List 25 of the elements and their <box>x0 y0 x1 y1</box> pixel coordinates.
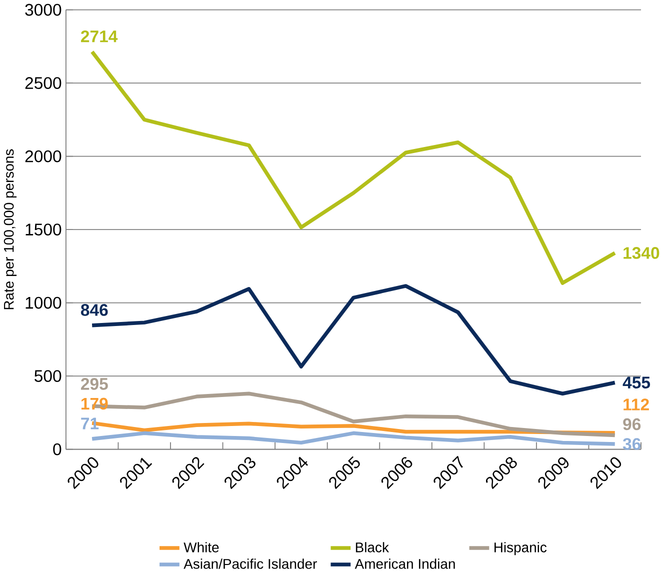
legend-label: Black <box>356 542 389 552</box>
line-series <box>90 50 617 285</box>
data-label: 112 <box>624 398 649 410</box>
y-tick-label: 2500 <box>25 77 62 89</box>
y-tick-label: 1500 <box>26 224 62 236</box>
y-tick-label: 2000 <box>25 150 62 162</box>
legend-label: American Indian <box>354 558 455 569</box>
y-tick-label: 1000 <box>26 296 62 309</box>
legend-label: Asian/Pacific Islander <box>184 558 317 569</box>
data-label: 846 <box>80 304 108 316</box>
data-label: 96 <box>623 418 641 430</box>
legend-label: Hispanic <box>494 542 547 556</box>
y-tick-label: 500 <box>34 370 62 382</box>
y-axis-title: Rate per 100,000 persons <box>4 149 17 310</box>
data-label: 1340 <box>624 246 660 259</box>
y-tick-label: 0 <box>53 443 62 456</box>
data-label: 455 <box>622 376 650 388</box>
line-series <box>90 431 617 446</box>
data-label: 179 <box>81 398 108 410</box>
data-label: 71 <box>81 418 99 430</box>
data-label: 36 <box>622 438 641 450</box>
data-label: 2714 <box>81 30 118 42</box>
data-label: 295 <box>81 378 108 390</box>
y-tick-label: 3000 <box>25 4 62 16</box>
legend-label: White <box>184 542 219 552</box>
